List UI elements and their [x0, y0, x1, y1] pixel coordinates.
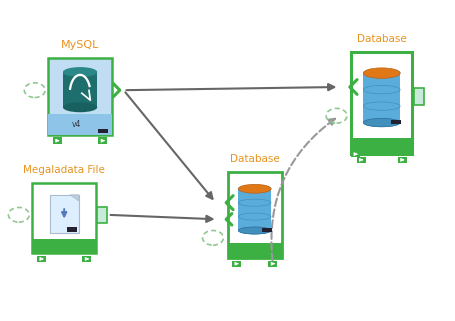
Bar [391, 120, 400, 124]
Ellipse shape [63, 102, 97, 112]
Ellipse shape [238, 185, 271, 192]
Bar [228, 243, 282, 258]
Bar [357, 157, 366, 163]
Bar [98, 137, 107, 144]
Ellipse shape [364, 69, 400, 77]
Text: Megaladata File: Megaladata File [23, 165, 105, 175]
Bar [398, 157, 407, 163]
Ellipse shape [63, 67, 97, 77]
Bar [48, 58, 112, 135]
Bar [98, 128, 108, 133]
Bar [63, 72, 97, 107]
Text: Database: Database [230, 154, 279, 164]
Bar [53, 137, 62, 144]
Bar [268, 261, 278, 267]
Bar [32, 239, 96, 253]
Ellipse shape [364, 102, 400, 110]
Bar [364, 73, 400, 123]
Bar [414, 88, 424, 105]
Ellipse shape [238, 199, 271, 206]
Bar [82, 256, 91, 262]
Bar [351, 138, 412, 154]
Ellipse shape [364, 118, 400, 127]
Bar [48, 114, 112, 135]
Bar [351, 52, 412, 154]
Text: MySQL: MySQL [61, 40, 99, 50]
Bar [67, 227, 77, 231]
Text: v4: v4 [72, 120, 81, 129]
Polygon shape [70, 195, 79, 201]
Bar [32, 183, 96, 253]
Ellipse shape [238, 213, 271, 220]
Bar [232, 261, 241, 267]
Ellipse shape [364, 85, 400, 94]
Text: Database: Database [357, 34, 407, 44]
Bar [238, 189, 271, 230]
Ellipse shape [364, 118, 400, 127]
Bar [228, 172, 282, 258]
Ellipse shape [364, 68, 400, 78]
Bar [351, 151, 360, 157]
Bar [37, 256, 46, 262]
Ellipse shape [238, 184, 271, 193]
Ellipse shape [238, 227, 271, 234]
Bar [263, 228, 272, 232]
Bar [97, 207, 107, 222]
Bar [50, 195, 79, 233]
Ellipse shape [238, 227, 271, 234]
